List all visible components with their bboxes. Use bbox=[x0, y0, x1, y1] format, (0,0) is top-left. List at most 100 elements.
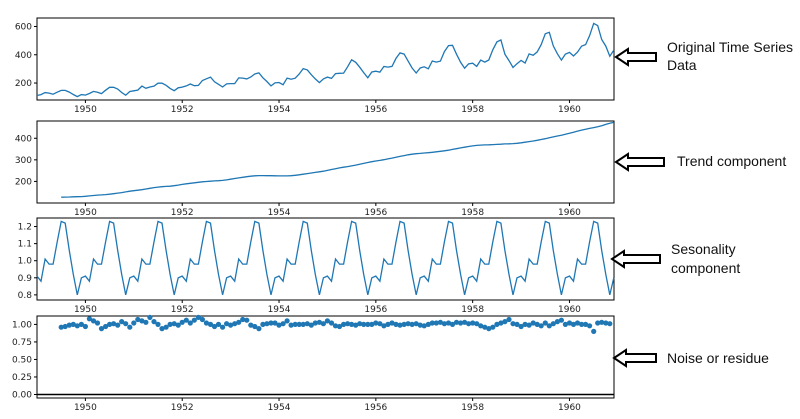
residual-point bbox=[530, 320, 536, 326]
residual-xtick-label: 1956 bbox=[364, 403, 387, 413]
residual-point bbox=[554, 319, 561, 325]
trend-xtick-label: 1956 bbox=[364, 208, 387, 218]
residual-point bbox=[498, 320, 504, 326]
residual-point bbox=[558, 317, 565, 323]
seasonal-xtick-label: 1960 bbox=[558, 305, 581, 315]
residual-point bbox=[603, 320, 609, 326]
seasonal-xtick-label: 1952 bbox=[171, 305, 194, 315]
residual-point bbox=[320, 321, 326, 327]
residual-point bbox=[82, 323, 88, 330]
seasonal-ytick-label: 0.8 bbox=[18, 291, 33, 301]
residual-point bbox=[365, 321, 371, 327]
residual-point bbox=[490, 324, 496, 330]
residual-ytick-label: 0.25 bbox=[12, 373, 32, 383]
residual-point bbox=[256, 326, 262, 332]
seasonal-series-line bbox=[36, 220, 615, 296]
residual-point bbox=[163, 324, 169, 330]
annotation-seasonal-line2: component bbox=[671, 260, 740, 276]
residual-point bbox=[151, 319, 157, 325]
annotation-seasonal: Sesonality component bbox=[610, 241, 740, 276]
residual-point bbox=[74, 323, 80, 329]
residual-point bbox=[107, 321, 113, 327]
residual-point bbox=[187, 320, 193, 326]
residual-point bbox=[199, 316, 205, 323]
residual-point bbox=[203, 320, 209, 326]
residual-point bbox=[207, 321, 214, 327]
residual-point bbox=[538, 323, 544, 329]
original-xtick-label: 1960 bbox=[558, 105, 581, 115]
residual-point bbox=[607, 321, 613, 327]
residual-point bbox=[155, 321, 161, 327]
residual-point bbox=[458, 320, 464, 326]
residual-point bbox=[433, 320, 439, 326]
seasonal-xtick-label: 1958 bbox=[461, 305, 484, 315]
residual-panel: 1950 1952 1954 1956 1958 1960 0.00 0.25 0.50 0.75… bbox=[12, 314, 615, 413]
residual-point bbox=[276, 322, 282, 328]
residual-point bbox=[566, 320, 573, 326]
original-ytick-label: 600 bbox=[15, 22, 32, 32]
residual-point bbox=[373, 320, 379, 326]
residual-xtick-label: 1952 bbox=[171, 403, 194, 413]
residual-point bbox=[308, 322, 314, 328]
residual-point bbox=[62, 323, 68, 330]
residual-point bbox=[462, 319, 468, 325]
residual-point bbox=[514, 321, 520, 327]
trend-ytick-label: 400 bbox=[15, 134, 32, 144]
residual-point bbox=[361, 321, 367, 327]
residual-point bbox=[389, 320, 395, 326]
arrow-left-icon bbox=[612, 348, 657, 368]
residual-point bbox=[240, 316, 246, 323]
residual-point bbox=[579, 321, 585, 327]
trend-xtick-label: 1960 bbox=[558, 208, 581, 218]
residual-point bbox=[272, 320, 278, 326]
residual-ytick-label: 0.75 bbox=[12, 338, 32, 348]
residual-point bbox=[123, 321, 129, 327]
residual-point bbox=[296, 321, 302, 327]
residual-point bbox=[595, 320, 601, 326]
residual-point bbox=[58, 324, 64, 330]
residual-point bbox=[324, 318, 330, 324]
residual-plot-frame bbox=[36, 315, 615, 399]
annotation-residual-line1: Noise or residue bbox=[667, 350, 769, 366]
residual-point bbox=[115, 322, 121, 328]
residual-point bbox=[510, 321, 516, 327]
residual-point bbox=[280, 321, 286, 327]
residual-point bbox=[304, 321, 310, 327]
annotation-residual: Noise or residue bbox=[612, 348, 769, 368]
residual-point bbox=[70, 321, 76, 327]
residual-point bbox=[215, 321, 222, 327]
residual-ytick-label: 0.00 bbox=[12, 390, 32, 400]
original-ytick-label: 400 bbox=[15, 51, 32, 61]
original-xtick-label: 1952 bbox=[171, 105, 194, 115]
residual-point bbox=[119, 319, 125, 325]
residual-point bbox=[357, 321, 363, 327]
residual-point bbox=[312, 320, 318, 326]
residual-point bbox=[381, 323, 387, 329]
original-xtick-label: 1958 bbox=[461, 105, 484, 115]
seasonal-panel: 1950 1952 1954 1956 1958 1960 0.8 0.9 1.0 1.1 1.2 bbox=[18, 217, 615, 315]
trend-xtick-label: 1958 bbox=[461, 208, 484, 218]
residual-point bbox=[268, 320, 274, 326]
residual-point bbox=[183, 317, 189, 323]
residual-point bbox=[300, 321, 306, 327]
residual-point bbox=[470, 320, 476, 326]
residual-point bbox=[466, 321, 472, 327]
residual-point bbox=[599, 319, 605, 325]
seasonal-ytick-label: 1.0 bbox=[18, 257, 33, 267]
seasonal-ytick-label: 1.1 bbox=[18, 240, 32, 250]
annotation-original-line1: Original Time Series bbox=[667, 39, 793, 55]
residual-point bbox=[526, 322, 532, 328]
seasonal-xtick-label: 1954 bbox=[268, 305, 291, 315]
residual-xtick-label: 1960 bbox=[558, 403, 581, 413]
seasonal-xtick-label: 1956 bbox=[364, 305, 387, 315]
residual-point bbox=[284, 318, 290, 324]
seasonal-ytick-label: 0.9 bbox=[18, 274, 33, 284]
residual-point bbox=[413, 321, 419, 327]
residual-point bbox=[111, 321, 117, 327]
trend-xtick-label: 1952 bbox=[171, 208, 194, 218]
residual-point bbox=[248, 322, 254, 328]
arrow-left-icon bbox=[614, 47, 657, 67]
residual-point bbox=[236, 319, 242, 325]
residual-point bbox=[445, 320, 452, 326]
residual-ytick-label: 1.00 bbox=[12, 320, 32, 330]
